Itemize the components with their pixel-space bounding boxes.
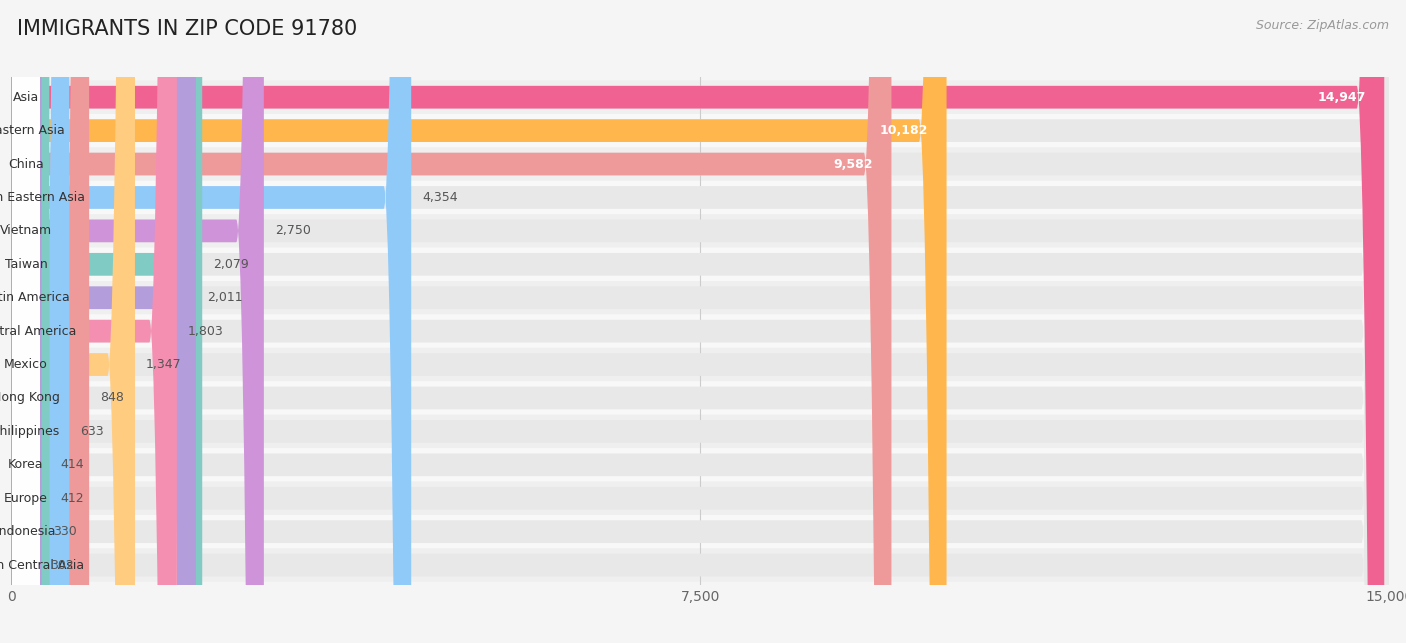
FancyBboxPatch shape — [11, 0, 264, 643]
Text: Hong Kong: Hong Kong — [0, 392, 60, 404]
FancyBboxPatch shape — [13, 0, 39, 643]
FancyBboxPatch shape — [11, 214, 1389, 248]
FancyBboxPatch shape — [13, 0, 39, 643]
Text: 633: 633 — [80, 425, 104, 438]
FancyBboxPatch shape — [11, 0, 39, 643]
Text: 2,079: 2,079 — [214, 258, 249, 271]
Text: Korea: Korea — [8, 458, 44, 471]
FancyBboxPatch shape — [11, 114, 1389, 147]
FancyBboxPatch shape — [11, 181, 1389, 214]
FancyBboxPatch shape — [13, 0, 39, 643]
Text: Europe: Europe — [4, 492, 48, 505]
Text: Eastern Asia: Eastern Asia — [0, 124, 65, 137]
FancyBboxPatch shape — [11, 248, 1389, 281]
FancyBboxPatch shape — [11, 0, 177, 643]
Text: 330: 330 — [52, 525, 76, 538]
FancyBboxPatch shape — [11, 0, 1389, 643]
Text: 9,582: 9,582 — [834, 158, 873, 170]
FancyBboxPatch shape — [13, 0, 39, 643]
Text: China: China — [8, 158, 44, 170]
Text: 4,354: 4,354 — [422, 191, 458, 204]
Text: 10,182: 10,182 — [880, 124, 928, 137]
FancyBboxPatch shape — [13, 0, 39, 643]
FancyBboxPatch shape — [11, 314, 1389, 348]
FancyBboxPatch shape — [11, 482, 1389, 515]
FancyBboxPatch shape — [13, 0, 39, 643]
Text: IMMIGRANTS IN ZIP CODE 91780: IMMIGRANTS IN ZIP CODE 91780 — [17, 19, 357, 39]
FancyBboxPatch shape — [11, 281, 1389, 314]
FancyBboxPatch shape — [11, 0, 1389, 643]
FancyBboxPatch shape — [11, 0, 1389, 643]
FancyBboxPatch shape — [13, 0, 39, 643]
FancyBboxPatch shape — [11, 0, 135, 643]
Text: Asia: Asia — [13, 91, 39, 104]
Text: 414: 414 — [60, 458, 84, 471]
FancyBboxPatch shape — [11, 0, 891, 643]
FancyBboxPatch shape — [11, 0, 89, 643]
FancyBboxPatch shape — [11, 0, 42, 643]
Text: Central America: Central America — [0, 325, 77, 338]
FancyBboxPatch shape — [11, 0, 202, 643]
FancyBboxPatch shape — [11, 0, 49, 643]
Text: Indonesia: Indonesia — [0, 525, 56, 538]
FancyBboxPatch shape — [13, 0, 39, 643]
Text: 1,803: 1,803 — [188, 325, 224, 338]
FancyBboxPatch shape — [11, 0, 1389, 643]
Text: 14,947: 14,947 — [1317, 91, 1365, 104]
FancyBboxPatch shape — [11, 0, 1389, 643]
FancyBboxPatch shape — [11, 0, 1389, 643]
Text: 1,347: 1,347 — [146, 358, 181, 371]
FancyBboxPatch shape — [11, 348, 1389, 381]
Text: Latin America: Latin America — [0, 291, 69, 304]
Text: 2,750: 2,750 — [276, 224, 311, 237]
FancyBboxPatch shape — [11, 0, 946, 643]
Text: Vietnam: Vietnam — [0, 224, 52, 237]
Text: 302: 302 — [51, 559, 73, 572]
FancyBboxPatch shape — [11, 0, 1389, 643]
FancyBboxPatch shape — [11, 0, 1385, 643]
FancyBboxPatch shape — [13, 0, 39, 643]
FancyBboxPatch shape — [11, 0, 1389, 643]
FancyBboxPatch shape — [13, 0, 39, 643]
FancyBboxPatch shape — [11, 0, 69, 643]
Text: Philippines: Philippines — [0, 425, 59, 438]
FancyBboxPatch shape — [11, 0, 411, 643]
FancyBboxPatch shape — [13, 0, 39, 643]
Text: 848: 848 — [100, 392, 124, 404]
FancyBboxPatch shape — [11, 0, 1389, 643]
Text: South Eastern Asia: South Eastern Asia — [0, 191, 84, 204]
FancyBboxPatch shape — [11, 415, 1389, 448]
FancyBboxPatch shape — [11, 0, 1389, 643]
Text: Mexico: Mexico — [4, 358, 48, 371]
FancyBboxPatch shape — [11, 147, 1389, 181]
FancyBboxPatch shape — [11, 515, 1389, 548]
FancyBboxPatch shape — [13, 0, 39, 643]
FancyBboxPatch shape — [11, 0, 1389, 643]
FancyBboxPatch shape — [13, 0, 39, 643]
FancyBboxPatch shape — [11, 448, 1389, 482]
Text: Taiwan: Taiwan — [4, 258, 48, 271]
Text: 2,011: 2,011 — [207, 291, 243, 304]
Text: 412: 412 — [60, 492, 84, 505]
FancyBboxPatch shape — [11, 80, 1389, 114]
FancyBboxPatch shape — [11, 0, 49, 643]
FancyBboxPatch shape — [11, 0, 1389, 643]
Text: South Central Asia: South Central Asia — [0, 559, 84, 572]
FancyBboxPatch shape — [13, 0, 39, 643]
FancyBboxPatch shape — [11, 0, 1389, 643]
FancyBboxPatch shape — [11, 0, 195, 643]
FancyBboxPatch shape — [11, 0, 1389, 643]
FancyBboxPatch shape — [11, 0, 1389, 643]
FancyBboxPatch shape — [13, 0, 39, 643]
FancyBboxPatch shape — [11, 548, 1389, 582]
FancyBboxPatch shape — [11, 381, 1389, 415]
Text: Source: ZipAtlas.com: Source: ZipAtlas.com — [1256, 19, 1389, 32]
